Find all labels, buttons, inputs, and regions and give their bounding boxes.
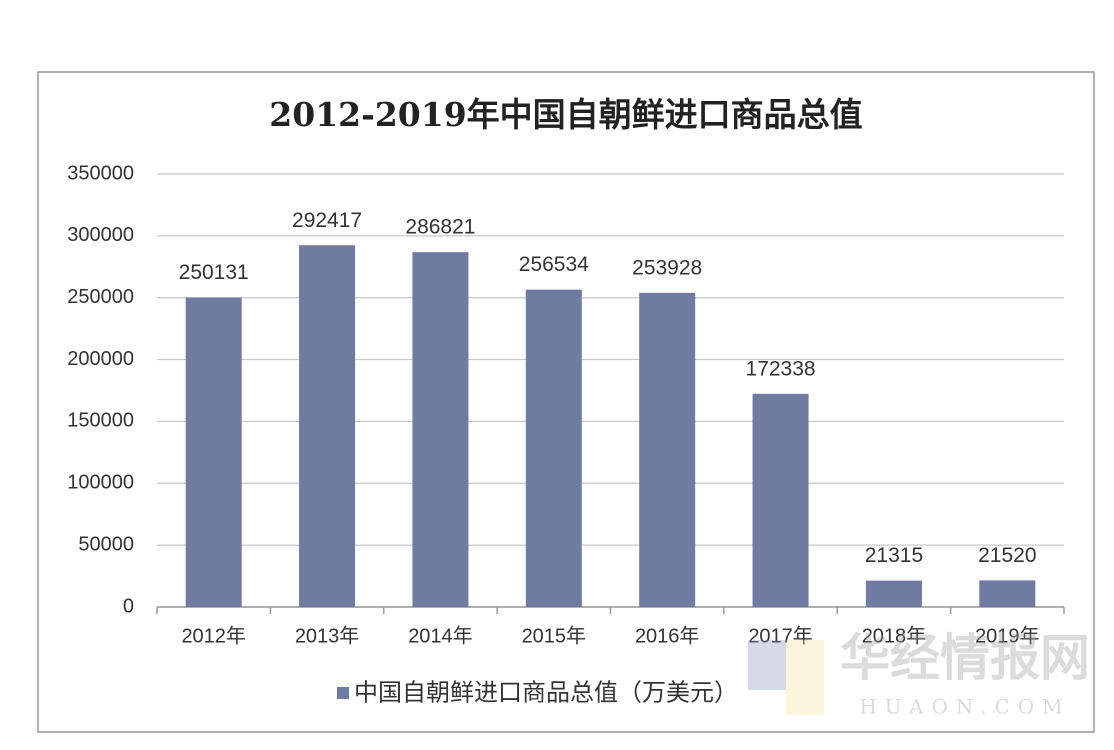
bar xyxy=(299,245,356,607)
x-tick-label: 2014年 xyxy=(408,624,473,647)
watermark-text: 华经情报网 xyxy=(840,628,1090,687)
y-tick-label: 200000 xyxy=(67,348,134,370)
watermark-logo xyxy=(786,640,824,715)
data-label: 253928 xyxy=(632,256,702,279)
watermark-url: HUAON.COM xyxy=(859,695,1070,719)
watermark: 华经情报网 HUAON.COM xyxy=(748,628,1090,719)
legend-marker xyxy=(337,687,349,699)
y-tick-label: 300000 xyxy=(67,224,134,246)
bar xyxy=(979,580,1036,607)
y-tick-label: 350000 xyxy=(67,162,134,184)
x-tick-label: 2015年 xyxy=(522,624,587,647)
x-tick-label: 2013年 xyxy=(295,624,360,647)
y-tick-label: 100000 xyxy=(67,472,134,494)
y-tick-label: 50000 xyxy=(78,533,134,555)
y-tick-label: 0 xyxy=(123,595,134,617)
bar xyxy=(185,297,242,607)
data-label: 21315 xyxy=(865,544,923,567)
bar xyxy=(639,292,696,607)
bar xyxy=(865,580,922,607)
data-label: 256534 xyxy=(519,253,589,276)
bar xyxy=(752,393,809,607)
chart-title: 2012-2019年中国自朝鲜进口商品总值 xyxy=(269,95,862,134)
data-label: 21520 xyxy=(978,544,1036,567)
data-label: 172338 xyxy=(746,357,816,380)
bar xyxy=(412,252,469,608)
y-tick-label: 250000 xyxy=(67,286,134,308)
x-tick-label: 2017年 xyxy=(748,624,813,647)
x-tick-label: 2018年 xyxy=(862,624,927,647)
bar xyxy=(525,289,582,607)
x-tick-label: 2012年 xyxy=(181,624,246,647)
data-label: 250131 xyxy=(179,261,249,284)
legend-label: 中国自朝鲜进口商品总值（万美元） xyxy=(354,679,738,706)
data-label: 292417 xyxy=(292,209,362,232)
watermark-logo xyxy=(748,640,786,690)
x-tick-label: 2016年 xyxy=(635,624,700,647)
x-tick-label: 2019年 xyxy=(975,624,1040,647)
data-label: 286821 xyxy=(405,216,475,239)
y-tick-label: 150000 xyxy=(67,410,134,432)
